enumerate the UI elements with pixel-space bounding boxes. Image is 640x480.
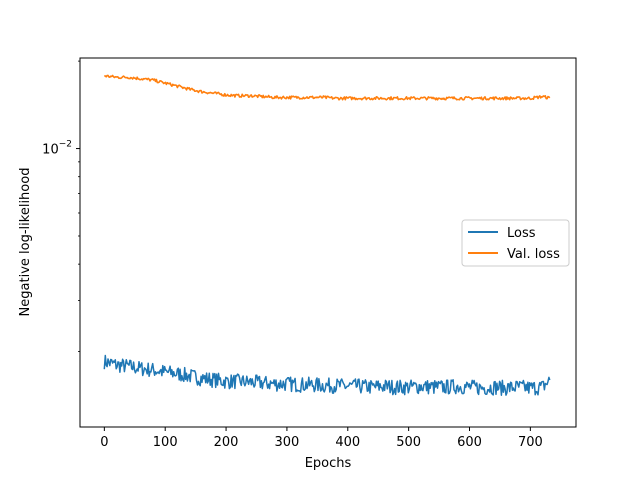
y-tick-label: 10−2 bbox=[42, 140, 72, 158]
y-axis-label: Negative log-likelihood bbox=[18, 168, 33, 317]
x-tick-label: 0 bbox=[100, 435, 108, 450]
x-tick-label: 200 bbox=[214, 435, 239, 450]
legend-label: Val. loss bbox=[507, 247, 560, 262]
y-axis: 10−2 bbox=[42, 60, 80, 352]
x-tick-label: 100 bbox=[153, 435, 178, 450]
x-tick-label: 700 bbox=[518, 435, 543, 450]
plot-frame bbox=[79, 57, 577, 428]
x-tick-label: 600 bbox=[457, 435, 482, 450]
x-tick-label: 500 bbox=[396, 435, 421, 450]
legend-label: Loss bbox=[507, 226, 536, 241]
legend: Loss Val. loss bbox=[461, 219, 570, 267]
x-tick-label: 300 bbox=[275, 435, 300, 450]
x-axis: 0 100 200 300 400 500 600 700 bbox=[100, 427, 543, 450]
x-axis-label: Epochs bbox=[305, 456, 352, 471]
x-tick-label: 400 bbox=[335, 435, 360, 450]
series-layer bbox=[103, 74, 551, 396]
series-line-loss bbox=[103, 354, 551, 396]
series-line-val-loss bbox=[104, 74, 551, 101]
